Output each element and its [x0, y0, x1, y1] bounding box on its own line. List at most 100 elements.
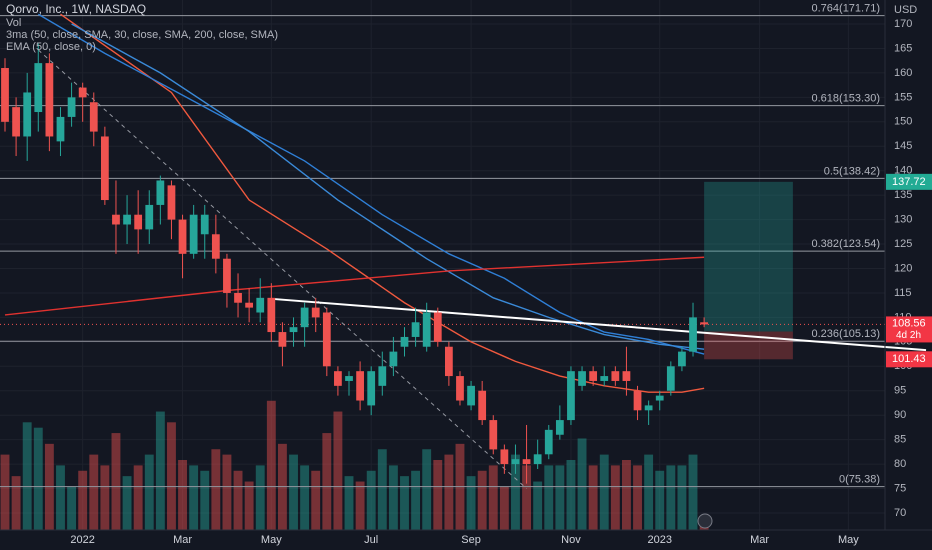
moving-average [37, 13, 705, 355]
x-tick-label: 2023 [647, 534, 671, 546]
volume-bar [621, 460, 631, 530]
target-zone [704, 181, 793, 332]
volume-bar [333, 411, 343, 530]
volume-bar [211, 449, 221, 530]
last-price-tag: 108.56 [892, 317, 926, 329]
volume-bar [178, 460, 187, 530]
volume-bar [155, 411, 165, 530]
volume-bar [577, 438, 587, 530]
title: Qorvo, Inc., 1W, NASDAQ [6, 2, 146, 16]
candle-body [145, 204, 154, 230]
candle-body [67, 97, 76, 117]
last-price-tag-bg [886, 316, 932, 343]
volume-bar [366, 470, 376, 530]
volume-bar [344, 476, 354, 530]
y-tick-label: 85 [894, 434, 906, 446]
volume-bar [255, 465, 265, 530]
dashed-trendline [37, 49, 527, 489]
candle-body [544, 429, 553, 455]
x-tick-label: Mar [173, 534, 192, 546]
candle-body [211, 234, 220, 259]
y-tick-label: 155 [894, 91, 912, 103]
candle-body [289, 327, 298, 333]
candle-body [23, 92, 32, 137]
candle-body [389, 351, 398, 367]
volume-bar [322, 433, 332, 530]
candle-body [578, 371, 586, 386]
volume-bar [388, 465, 398, 530]
stop-tag-bg [886, 351, 932, 368]
candle-body [322, 312, 331, 367]
alert-icon[interactable] [697, 513, 713, 529]
candle-body [622, 371, 631, 381]
fib-label: 0.236(105.13) [812, 328, 881, 340]
candle-body [500, 449, 509, 465]
volume-bar [200, 470, 210, 530]
volume-bar [111, 433, 121, 530]
volume-bar [610, 465, 620, 530]
candle-body [589, 371, 598, 381]
volume-bar [133, 465, 143, 530]
volume-bar [355, 481, 365, 530]
indicator: Vol [6, 17, 21, 29]
volume-bar [189, 465, 199, 530]
candle-body [178, 219, 187, 254]
fib-label: 0.5(138.42) [824, 165, 880, 177]
candle-body [433, 312, 442, 342]
candle-body [45, 63, 54, 137]
candle-body [666, 366, 675, 391]
volume-bar [100, 465, 110, 530]
candle-body [311, 307, 320, 318]
candle-body [444, 346, 453, 377]
candle-body [511, 459, 520, 465]
fib-label: 0.764(171.71) [812, 3, 881, 15]
candle-body [700, 322, 708, 325]
candle-body [422, 312, 431, 347]
plot: 0.764(171.71) 0.618(153.30) 0.5(138.42) 0.3… [0, 0, 927, 530]
candle-body [156, 180, 165, 205]
y-tick-label: 95 [894, 385, 906, 397]
x-tick-label: Mar [750, 534, 769, 546]
y-tick-label: 115 [894, 287, 912, 299]
target-tag-bg [886, 173, 932, 190]
volume-bar [67, 486, 77, 530]
candle-body [644, 405, 653, 411]
x-tick-label: May [261, 534, 282, 546]
volume-bar [477, 470, 487, 530]
candle-body [467, 385, 475, 406]
y-tick-label: 80 [894, 458, 906, 470]
y-tick-label: 75 [894, 482, 906, 494]
y-tick-label: 130 [894, 214, 912, 226]
volume-bar [599, 454, 609, 530]
volume-bar [222, 454, 232, 530]
y-tick-label: 145 [894, 140, 912, 152]
volume-bar [522, 465, 531, 530]
volume-bar [144, 454, 154, 530]
candle-body [367, 371, 376, 406]
volume-bar [78, 470, 88, 530]
candle-body [533, 454, 542, 465]
volume-bar [422, 449, 432, 530]
candle-body [89, 102, 98, 132]
candle-body [112, 214, 120, 225]
candle-body [600, 376, 609, 381]
volume-bar [433, 460, 443, 530]
volume-bar [655, 470, 665, 530]
candle-body [489, 420, 498, 450]
candle-body [633, 390, 642, 411]
x-tick-label: Nov [561, 534, 581, 546]
volume-bar [89, 454, 99, 530]
candle-body [356, 371, 364, 401]
candle-body [655, 395, 664, 401]
currency: USD [894, 4, 917, 16]
candle-body [267, 297, 276, 333]
candle-body [611, 371, 620, 381]
volume-bar [499, 486, 509, 530]
candle-body [555, 420, 564, 435]
volume-bar [289, 454, 298, 530]
candle-body [200, 214, 209, 235]
candle-body [134, 214, 143, 230]
candle-body [456, 376, 464, 401]
candle-body [522, 459, 531, 465]
